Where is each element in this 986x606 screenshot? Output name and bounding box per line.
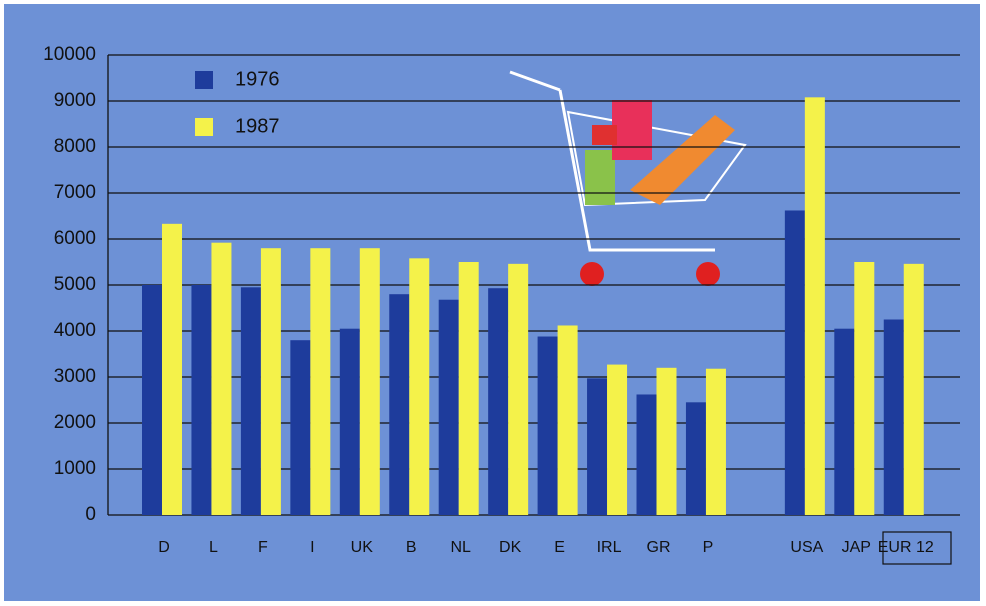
y-tick-label: 6000 (54, 228, 96, 249)
bar (409, 258, 429, 515)
bar (558, 325, 578, 515)
bar (904, 264, 924, 515)
y-tick-label: 3000 (54, 366, 96, 387)
x-tick-label: F (258, 539, 268, 556)
y-tick-label: 2000 (54, 412, 96, 433)
bar (211, 243, 231, 515)
bar (261, 248, 281, 515)
bar (389, 294, 409, 515)
legend-swatch (195, 118, 213, 136)
x-tick-label: GR (647, 539, 671, 556)
bar (290, 340, 310, 515)
y-tick-label: 9000 (54, 90, 96, 111)
y-tick-label: 4000 (54, 320, 96, 341)
bar (142, 285, 162, 515)
x-tick-label: DK (499, 539, 522, 556)
bar (785, 210, 805, 515)
bar (834, 329, 854, 515)
x-tick-label: P (703, 539, 714, 556)
bar (191, 285, 211, 515)
x-tick-label: D (158, 539, 170, 556)
x-tick-label: NL (450, 539, 471, 556)
bar (459, 262, 479, 515)
legend-label: 1976 (235, 68, 280, 90)
bar (637, 394, 657, 515)
legend-swatch (195, 71, 213, 89)
bar (439, 300, 459, 515)
bar (488, 288, 508, 515)
bar (241, 287, 261, 515)
bar (657, 368, 677, 515)
y-tick-label: 8000 (54, 136, 96, 157)
y-tick-label: 5000 (54, 274, 96, 295)
y-tick-label: 7000 (54, 182, 96, 203)
x-tick-label: UK (351, 539, 374, 556)
y-tick-label: 1000 (54, 458, 96, 479)
bar (706, 369, 726, 515)
bar (310, 248, 330, 515)
bar (340, 329, 360, 515)
bar (607, 365, 627, 515)
bar (508, 264, 528, 515)
x-tick-label: B (406, 539, 417, 556)
x-tick-label: USA (790, 539, 823, 556)
bar (884, 320, 904, 516)
y-tick-label: 0 (85, 504, 96, 525)
bar (805, 97, 825, 515)
x-tick-label: JAP (842, 539, 871, 556)
y-tick-label: 10000 (43, 44, 96, 65)
x-tick-label: IRL (597, 539, 622, 556)
x-tick-label: I (310, 539, 314, 556)
x-tick-label: EUR 12 (878, 539, 934, 556)
bar (854, 262, 874, 515)
x-tick-label: L (209, 539, 218, 556)
bar (587, 378, 607, 515)
bar (360, 248, 380, 515)
chart: 0 1000 2000 3000 4000 5000 6000 7000 8000 9000 100… (0, 0, 986, 606)
bar (162, 224, 182, 515)
legend-label: 1987 (235, 115, 280, 137)
x-tick-label: E (554, 539, 565, 556)
bar (538, 337, 558, 515)
bar (686, 402, 706, 515)
